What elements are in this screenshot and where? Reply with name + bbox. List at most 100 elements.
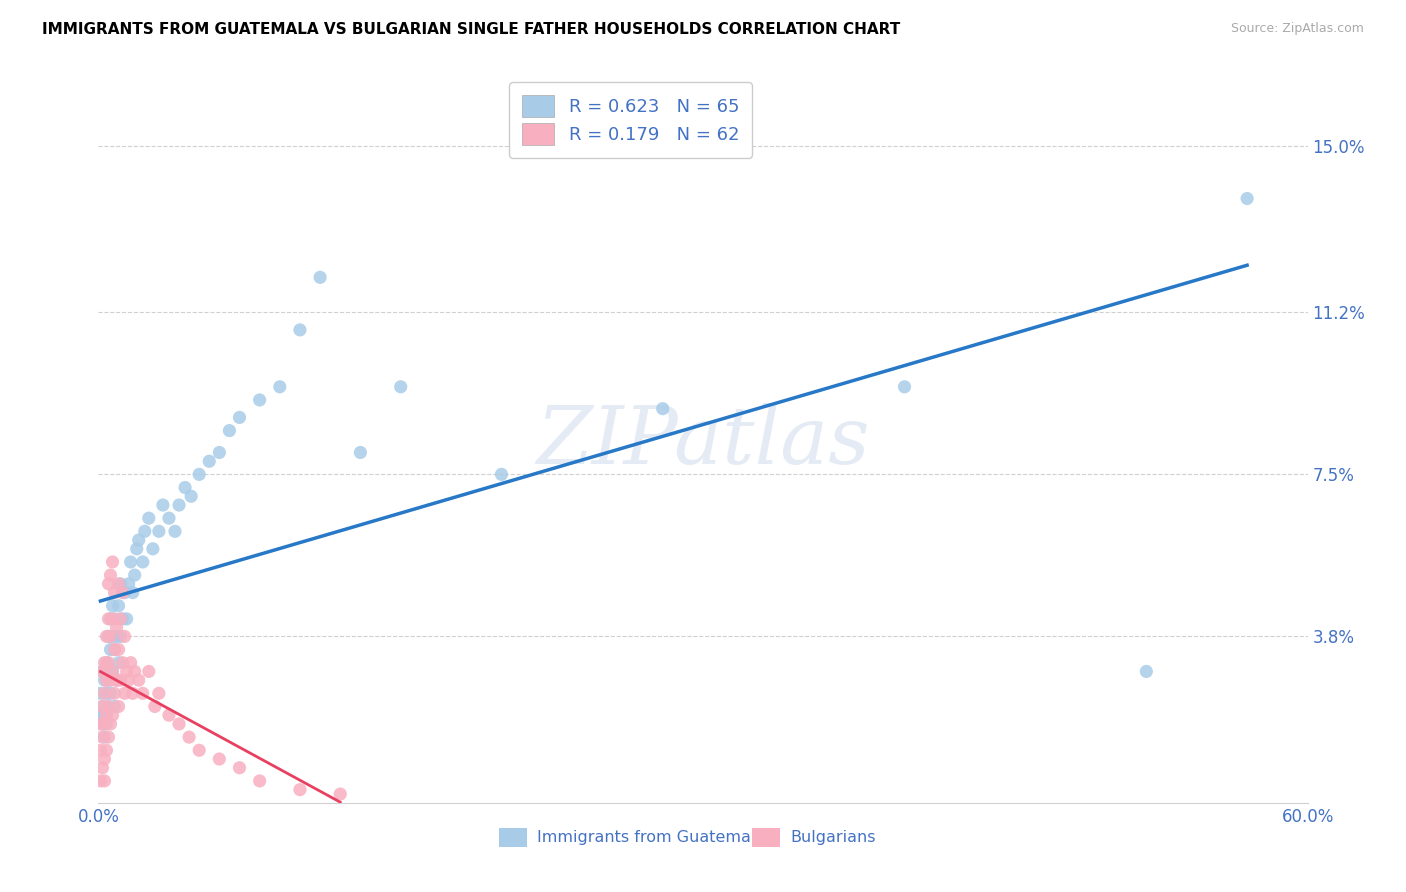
Point	[93, 656, 115, 670]
Point	[100, 642, 122, 657]
Point	[124, 665, 146, 679]
Point	[157, 708, 180, 723]
Point	[91, 665, 114, 679]
Point	[180, 489, 202, 503]
Text: IMMIGRANTS FROM GUATEMALA VS BULGARIAN SINGLE FATHER HOUSEHOLDS CORRELATION CHAR: IMMIGRANTS FROM GUATEMALA VS BULGARIAN S…	[42, 22, 900, 37]
Point	[288, 782, 311, 797]
Point	[91, 761, 114, 775]
Point	[110, 577, 132, 591]
Point	[132, 555, 155, 569]
Point	[101, 629, 124, 643]
Point	[89, 708, 111, 723]
Point	[107, 577, 129, 591]
Point	[101, 665, 124, 679]
Point	[89, 717, 111, 731]
Point	[105, 673, 128, 688]
Point	[118, 673, 141, 688]
Point	[120, 555, 142, 569]
Point	[100, 612, 122, 626]
Text: Immigrants from Guatemala: Immigrants from Guatemala	[537, 830, 765, 845]
Point	[179, 730, 201, 744]
Point	[174, 481, 197, 495]
Point	[120, 656, 142, 670]
Point	[97, 577, 120, 591]
Point	[111, 612, 134, 626]
Point	[96, 743, 118, 757]
Point	[97, 612, 120, 626]
Point	[148, 686, 170, 700]
Point	[128, 673, 150, 688]
Point	[121, 585, 143, 599]
Point	[132, 686, 155, 700]
Point	[208, 445, 231, 459]
Point	[249, 392, 271, 407]
Point	[103, 699, 125, 714]
Point	[96, 717, 118, 731]
Point	[101, 599, 124, 613]
Point	[163, 524, 186, 539]
Point	[97, 699, 120, 714]
Point	[96, 686, 118, 700]
Point	[111, 656, 134, 670]
Point	[100, 686, 122, 700]
Point	[491, 467, 513, 482]
Point	[125, 541, 148, 556]
Point	[138, 665, 160, 679]
Point	[114, 686, 136, 700]
Point	[100, 673, 122, 688]
Point	[97, 656, 120, 670]
Point	[1135, 665, 1157, 679]
Point	[249, 773, 271, 788]
Point	[89, 686, 111, 700]
Point	[93, 708, 115, 723]
Point	[143, 699, 166, 714]
Point	[93, 752, 115, 766]
Point	[93, 773, 115, 788]
Point	[97, 673, 120, 688]
Point	[110, 629, 132, 643]
Point	[91, 730, 114, 744]
Point	[103, 642, 125, 657]
Text: Bulgarians: Bulgarians	[790, 830, 876, 845]
Point	[101, 612, 124, 626]
Point	[114, 585, 136, 599]
Point	[152, 498, 174, 512]
Point	[228, 761, 250, 775]
Point	[124, 568, 146, 582]
Point	[97, 699, 120, 714]
Point	[188, 743, 211, 757]
Point	[114, 629, 136, 643]
Point	[651, 401, 673, 416]
Point	[96, 708, 118, 723]
Point	[101, 665, 124, 679]
Point	[93, 730, 115, 744]
Point	[101, 555, 124, 569]
Point	[138, 511, 160, 525]
Point	[269, 380, 291, 394]
Point	[91, 717, 114, 731]
Point	[107, 642, 129, 657]
Point	[115, 612, 138, 626]
Point	[107, 656, 129, 670]
Point	[389, 380, 412, 394]
Point	[118, 577, 141, 591]
Point	[142, 541, 165, 556]
Point	[89, 773, 111, 788]
Point	[893, 380, 915, 394]
Point	[105, 621, 128, 635]
Point	[107, 599, 129, 613]
Point	[100, 629, 122, 643]
Point	[100, 717, 122, 731]
Point	[1236, 192, 1258, 206]
Point	[329, 787, 352, 801]
Point	[91, 699, 114, 714]
Point	[100, 568, 122, 582]
Text: Source: ZipAtlas.com: Source: ZipAtlas.com	[1230, 22, 1364, 36]
Point	[91, 699, 114, 714]
Point	[167, 498, 190, 512]
Point	[228, 410, 250, 425]
Point	[128, 533, 150, 547]
Legend: R = 0.623   N = 65, R = 0.179   N = 62: R = 0.623 N = 65, R = 0.179 N = 62	[509, 82, 752, 158]
Point	[115, 665, 138, 679]
Point	[96, 656, 118, 670]
